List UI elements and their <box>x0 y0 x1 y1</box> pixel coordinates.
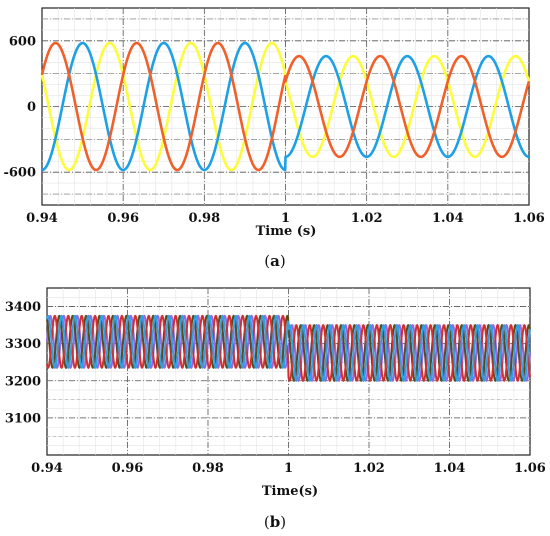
chart-a-x-tick-label: 1.02 <box>351 211 383 226</box>
chart-b-x-tick-label: 1.02 <box>353 461 385 476</box>
chart-b-x-ticks: 0.94 0.96 0.98 1 1.02 1.04 1.06 <box>31 461 546 476</box>
chart-a: 600 0 -600 0.94 0.96 0.98 1 1.02 1.04 1.06 Time … <box>3 7 545 270</box>
chart-a-series-line <box>40 41 531 172</box>
chart-b-y-tick-label: 3400 <box>5 300 41 315</box>
chart-b-x-tick-label: 1.04 <box>434 461 466 476</box>
chart-a-y-tick-label: 600 <box>9 34 36 49</box>
chart-a-x-tick-label: 1.04 <box>432 211 464 226</box>
chart-b-y-tick-label: 3200 <box>5 374 41 389</box>
chart-b-series-line <box>46 314 531 382</box>
chart-a-x-tick-label: 0.96 <box>107 211 139 226</box>
chart-a-x-ticks: 0.94 0.96 0.98 1 1.02 1.04 1.06 <box>26 211 545 226</box>
chart-b-caption: (b) <box>264 513 286 531</box>
chart-a-series-line <box>41 41 530 172</box>
chart-b-x-tick-label: 0.94 <box>31 461 63 476</box>
chart-a-y-tick-label: 0 <box>27 100 36 115</box>
chart-a-y-tick-label: -600 <box>3 166 36 181</box>
chart-b-y-tick-label: 3300 <box>5 337 41 352</box>
chart-b-x-tick-label: 1 <box>284 461 293 476</box>
chart-b-x-axis-title: Time(s) <box>262 484 318 499</box>
chart-a-x-tick-label: 1.06 <box>513 211 545 226</box>
chart-b-y-ticks: 3400 3300 3200 3100 <box>5 300 41 426</box>
chart-b-series-line <box>46 314 531 382</box>
chart-a-series <box>40 41 531 172</box>
chart-b-x-tick-label: 0.98 <box>192 461 224 476</box>
chart-b-series <box>46 314 531 382</box>
chart-b-x-tick-label: 0.96 <box>112 461 144 476</box>
chart-a-y-ticks: 600 0 -600 <box>3 34 36 180</box>
chart-b-y-tick-label: 3100 <box>5 411 41 426</box>
chart-b-series-line <box>46 314 531 382</box>
chart-a-x-axis-title: Time (s) <box>256 224 317 239</box>
chart-a-x-tick-label: 0.98 <box>188 211 220 226</box>
chart-b: 3400 3300 3200 3100 0.94 0.96 0.98 1 1.02 1.04 1.… <box>5 287 546 531</box>
chart-a-x-tick-label: 0.94 <box>26 211 58 226</box>
chart-b-x-tick-label: 1.06 <box>514 461 546 476</box>
chart-a-caption: (a) <box>264 252 285 270</box>
chart-a-x-tick-label: 1 <box>281 211 290 226</box>
